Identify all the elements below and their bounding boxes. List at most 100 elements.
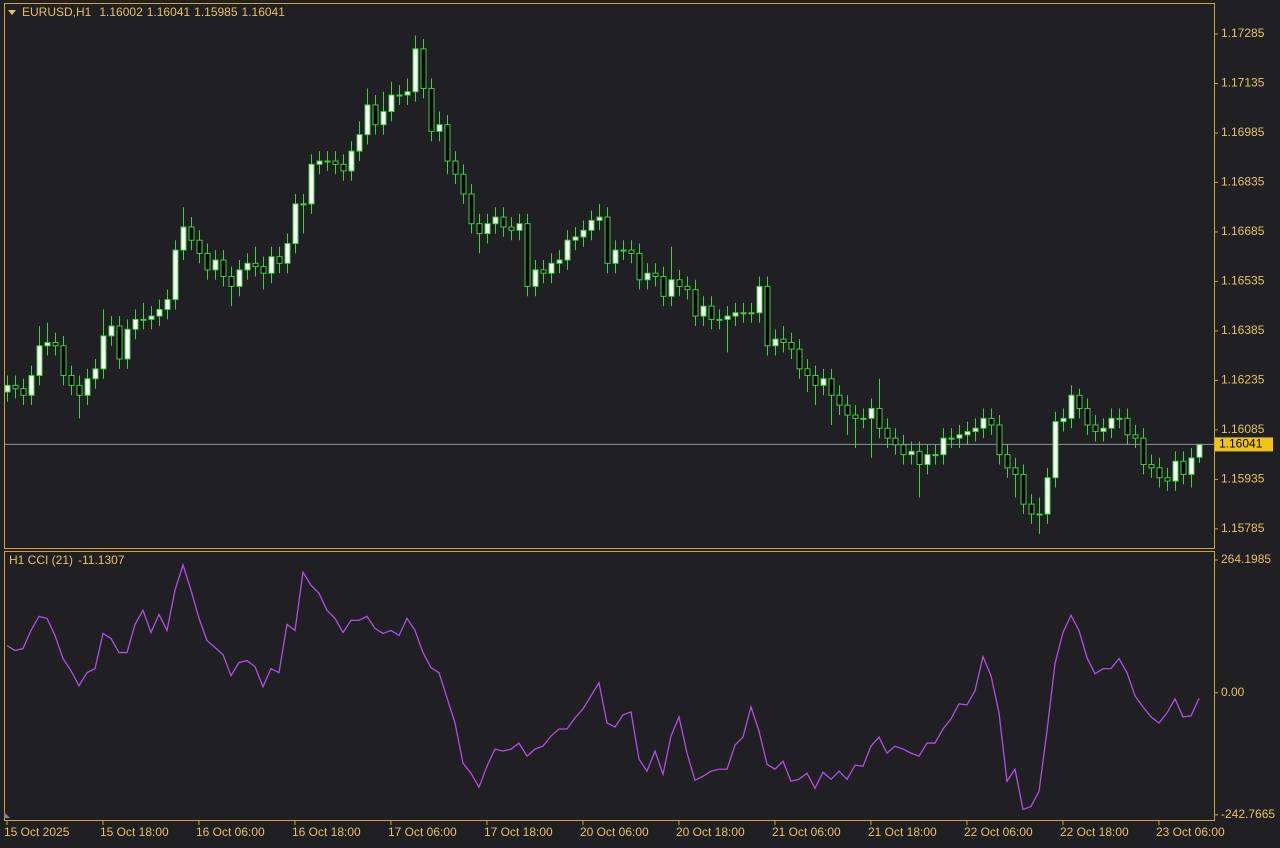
candle-body [444, 124, 451, 162]
candle-body [676, 279, 683, 287]
candle-body [540, 269, 547, 274]
candle-body [508, 226, 515, 231]
main-panel-frame [4, 3, 1215, 549]
x-tick-label: 21 Oct 18:00 [868, 825, 937, 839]
candle-body [852, 414, 859, 419]
candle-body [1076, 394, 1083, 409]
candle-body [20, 388, 27, 396]
candle-body [580, 229, 587, 238]
symbol-title: EURUSD,H1 [22, 5, 92, 19]
candle-body [60, 345, 67, 376]
x-tick-label: 17 Oct 06:00 [388, 825, 457, 839]
current-price-label: 1.16041 [1219, 437, 1263, 451]
candle-body [956, 434, 963, 439]
candle-body [1100, 427, 1107, 433]
candle-body [1172, 460, 1179, 482]
candle-body [860, 417, 867, 420]
candle-body [492, 216, 499, 225]
y-tick-label: 1.17285 [1221, 26, 1265, 40]
candle-body [1012, 467, 1019, 475]
candle-body [812, 374, 819, 386]
candle-body [716, 318, 723, 321]
candle-body [828, 378, 835, 396]
candle-body [340, 163, 347, 172]
candle-body [1092, 424, 1099, 433]
candle-body [396, 94, 403, 97]
x-tick-label: 16 Oct 18:00 [292, 825, 361, 839]
candle-body [708, 305, 715, 320]
candle-body [124, 328, 131, 360]
candle-body [924, 454, 931, 466]
candle-body [420, 48, 427, 89]
candle-body [388, 94, 395, 113]
candle-body [588, 219, 595, 231]
candle-body [524, 223, 531, 287]
candle-body [252, 262, 259, 268]
candle-body [468, 193, 475, 225]
candle-body [916, 450, 923, 466]
candle-body [300, 203, 307, 206]
candle-body [780, 338, 787, 343]
candle-body [836, 394, 843, 406]
candle-body [1068, 394, 1075, 419]
candle-body [1052, 421, 1059, 479]
indicator-panel-frame [4, 551, 1215, 821]
candle-body [316, 160, 323, 165]
candle-body [12, 384, 19, 390]
candle-body [284, 242, 291, 264]
x-tick-label: 23 Oct 06:00 [1156, 825, 1225, 839]
candle-body [244, 262, 251, 271]
candle-body [276, 256, 283, 264]
scroll-marker [4, 812, 10, 818]
candle-body [556, 259, 563, 264]
candle-body [348, 150, 355, 172]
candle-body [1116, 417, 1123, 420]
candle-body [948, 437, 955, 440]
y-tick-label: 1.15785 [1221, 521, 1265, 535]
candle-body [164, 299, 171, 310]
candle-body [764, 285, 771, 347]
y-tick-label: 1.17135 [1221, 76, 1265, 90]
candle-body [660, 275, 667, 297]
candle-body [628, 249, 635, 254]
candle-body [484, 223, 491, 235]
candle-body [236, 269, 243, 287]
candle-body [1028, 503, 1035, 515]
candle-body [36, 345, 43, 376]
candle-body [428, 87, 435, 132]
cci-line [6, 562, 1200, 811]
current-price-tag [1215, 437, 1273, 452]
y-tick-label: 264.1985 [1221, 552, 1271, 566]
candle-body [500, 216, 507, 228]
y-tick-label: 1.16835 [1221, 175, 1265, 189]
candle-body [196, 239, 203, 254]
candle-body [788, 341, 795, 350]
candle-body [356, 134, 363, 152]
candle-body [620, 249, 627, 252]
candle-body [292, 203, 299, 244]
candle-body [116, 325, 123, 360]
candle-body [404, 91, 411, 96]
candle-body [1084, 407, 1091, 426]
candle-body [876, 407, 883, 429]
candle-body [44, 341, 51, 347]
candle-body [140, 318, 147, 321]
candle-body [84, 378, 91, 396]
candle-body [308, 163, 315, 205]
candle-body [908, 450, 915, 456]
header-value: 1.16041 [242, 5, 286, 19]
candle-body [380, 111, 387, 126]
candle-body [268, 256, 275, 274]
candle-body [740, 312, 747, 315]
candle-body [452, 160, 459, 175]
symbol-menu-arrow[interactable] [8, 10, 16, 15]
candle-body [4, 384, 11, 393]
y-tick-label: 1.16985 [1221, 125, 1265, 139]
candle-body [1044, 477, 1051, 515]
candle-body [636, 252, 643, 281]
candle-body [884, 427, 891, 439]
candle-body [996, 424, 1003, 456]
candle-body [1020, 473, 1027, 505]
candle-body [532, 269, 539, 287]
